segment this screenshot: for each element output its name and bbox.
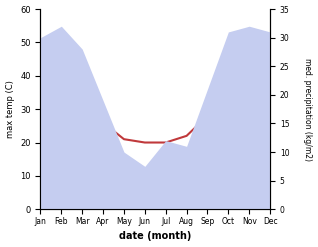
Y-axis label: max temp (C): max temp (C) <box>5 80 15 138</box>
Y-axis label: med. precipitation (kg/m2): med. precipitation (kg/m2) <box>303 58 313 161</box>
X-axis label: date (month): date (month) <box>119 231 191 242</box>
